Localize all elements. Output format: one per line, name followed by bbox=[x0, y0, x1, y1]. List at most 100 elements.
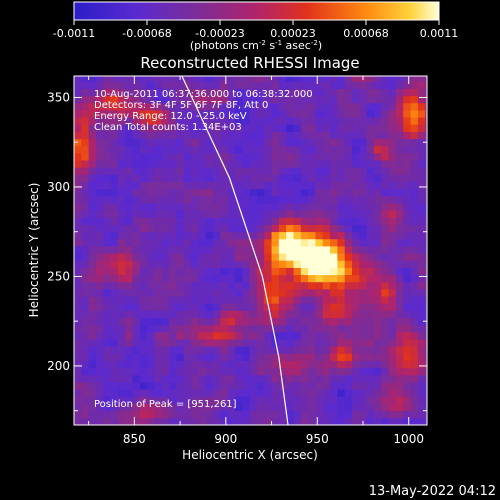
heatmap-cell bbox=[147, 76, 155, 82]
heatmap-cell bbox=[373, 160, 382, 168]
footer-date: 13-May-2022 04:12 bbox=[369, 484, 496, 499]
heatmap-cell bbox=[308, 374, 316, 383]
heatmap-cell bbox=[330, 195, 338, 204]
heatmap-cell bbox=[147, 353, 155, 361]
heatmap-cell bbox=[373, 95, 382, 104]
heatmap-cell bbox=[139, 76, 148, 82]
heatmap-cell bbox=[198, 88, 207, 97]
heatmap-cell bbox=[425, 174, 427, 182]
heatmap-cell bbox=[373, 417, 382, 425]
heatmap-cell bbox=[395, 274, 404, 283]
heatmap-cell bbox=[264, 231, 272, 240]
heatmap-cell bbox=[410, 274, 419, 283]
heatmap-cell bbox=[359, 246, 368, 254]
heatmap-cell bbox=[249, 188, 258, 197]
heatmap-cell bbox=[147, 238, 155, 247]
heatmap-cell bbox=[191, 339, 199, 347]
heatmap-cell bbox=[359, 296, 368, 304]
heatmap-cell bbox=[373, 339, 382, 347]
heatmap-cell bbox=[256, 231, 265, 240]
heatmap-cell bbox=[81, 167, 90, 175]
heatmap-cell bbox=[213, 231, 221, 240]
heatmap-cell bbox=[271, 367, 280, 376]
heatmap-cell bbox=[88, 76, 97, 82]
heatmap-cell bbox=[147, 117, 155, 125]
heatmap-cell bbox=[74, 88, 82, 97]
heatmap-cell bbox=[242, 346, 250, 354]
heatmap-cell bbox=[198, 260, 207, 268]
heatmap-cell bbox=[103, 246, 111, 254]
heatmap-cell bbox=[227, 95, 236, 104]
heatmap-cell bbox=[300, 231, 309, 240]
heatmap-cell bbox=[249, 88, 258, 97]
heatmap-cell bbox=[315, 124, 324, 132]
heatmap-cell bbox=[395, 238, 404, 247]
heatmap-cell bbox=[176, 403, 185, 412]
heatmap-cell bbox=[417, 152, 426, 161]
heatmap-cell bbox=[95, 224, 104, 233]
heatmap-cell bbox=[395, 81, 404, 89]
heatmap-cell bbox=[110, 274, 119, 283]
heatmap-cell bbox=[169, 181, 177, 190]
heatmap-cell bbox=[191, 382, 199, 390]
heatmap-cell bbox=[359, 102, 368, 111]
heatmap-cell bbox=[366, 95, 375, 104]
heatmap-cell bbox=[395, 389, 404, 397]
heatmap-cell bbox=[278, 296, 287, 304]
heatmap-cell bbox=[220, 310, 229, 319]
heatmap-cell bbox=[249, 145, 258, 154]
heatmap-cell bbox=[191, 217, 199, 225]
heatmap-cell bbox=[242, 231, 250, 240]
heatmap-cell bbox=[154, 382, 163, 390]
heatmap-cell bbox=[103, 360, 111, 369]
heatmap-cell bbox=[410, 167, 419, 175]
heatmap-cell bbox=[213, 110, 221, 118]
heatmap-cell bbox=[308, 253, 316, 261]
heatmap-cell bbox=[388, 88, 397, 97]
heatmap-cell bbox=[139, 367, 148, 376]
heatmap-cell bbox=[139, 324, 148, 333]
heatmap-cell bbox=[286, 353, 294, 361]
heatmap-cell bbox=[381, 374, 389, 383]
heatmap-cell bbox=[169, 188, 177, 197]
heatmap-cell bbox=[242, 303, 250, 311]
heatmap-cell bbox=[213, 410, 221, 419]
heatmap-cell bbox=[322, 353, 331, 361]
heatmap-cell bbox=[154, 88, 163, 97]
heatmap-cell bbox=[249, 238, 258, 247]
heatmap-cell bbox=[169, 174, 177, 182]
heatmap-cell bbox=[286, 296, 294, 304]
heatmap-cell bbox=[169, 195, 177, 204]
heatmap-cell bbox=[315, 160, 324, 168]
heatmap-cell bbox=[366, 260, 375, 268]
heatmap-cell bbox=[278, 181, 287, 190]
heatmap-cell bbox=[300, 403, 309, 412]
heatmap-cell bbox=[125, 138, 133, 147]
heatmap-cell bbox=[417, 110, 426, 118]
heatmap-cell bbox=[271, 124, 280, 132]
heatmap-cell bbox=[198, 76, 207, 82]
heatmap-cell bbox=[308, 403, 316, 412]
heatmap-cell bbox=[373, 274, 382, 283]
heatmap-cell bbox=[139, 152, 148, 161]
heatmap-cell bbox=[417, 102, 426, 111]
heatmap-cell bbox=[403, 253, 411, 261]
heatmap-cell bbox=[176, 274, 185, 283]
heatmap-cell bbox=[227, 217, 236, 225]
heatmap-cell bbox=[381, 95, 389, 104]
heatmap-cell bbox=[242, 253, 250, 261]
heatmap-cell bbox=[125, 217, 133, 225]
heatmap-cell bbox=[271, 210, 280, 218]
heatmap-cell bbox=[213, 360, 221, 369]
heatmap-cell bbox=[213, 160, 221, 168]
heatmap-cell bbox=[132, 102, 141, 111]
heatmap-cell bbox=[264, 224, 272, 233]
heatmap-cell bbox=[425, 95, 427, 104]
heatmap-cell bbox=[95, 210, 104, 218]
heatmap-cell bbox=[271, 117, 280, 125]
y-tick-label: 350 bbox=[47, 90, 70, 104]
heatmap-cell bbox=[234, 324, 243, 333]
heatmap-cell bbox=[359, 339, 368, 347]
heatmap-cell bbox=[256, 174, 265, 182]
heatmap-cell bbox=[198, 417, 207, 425]
